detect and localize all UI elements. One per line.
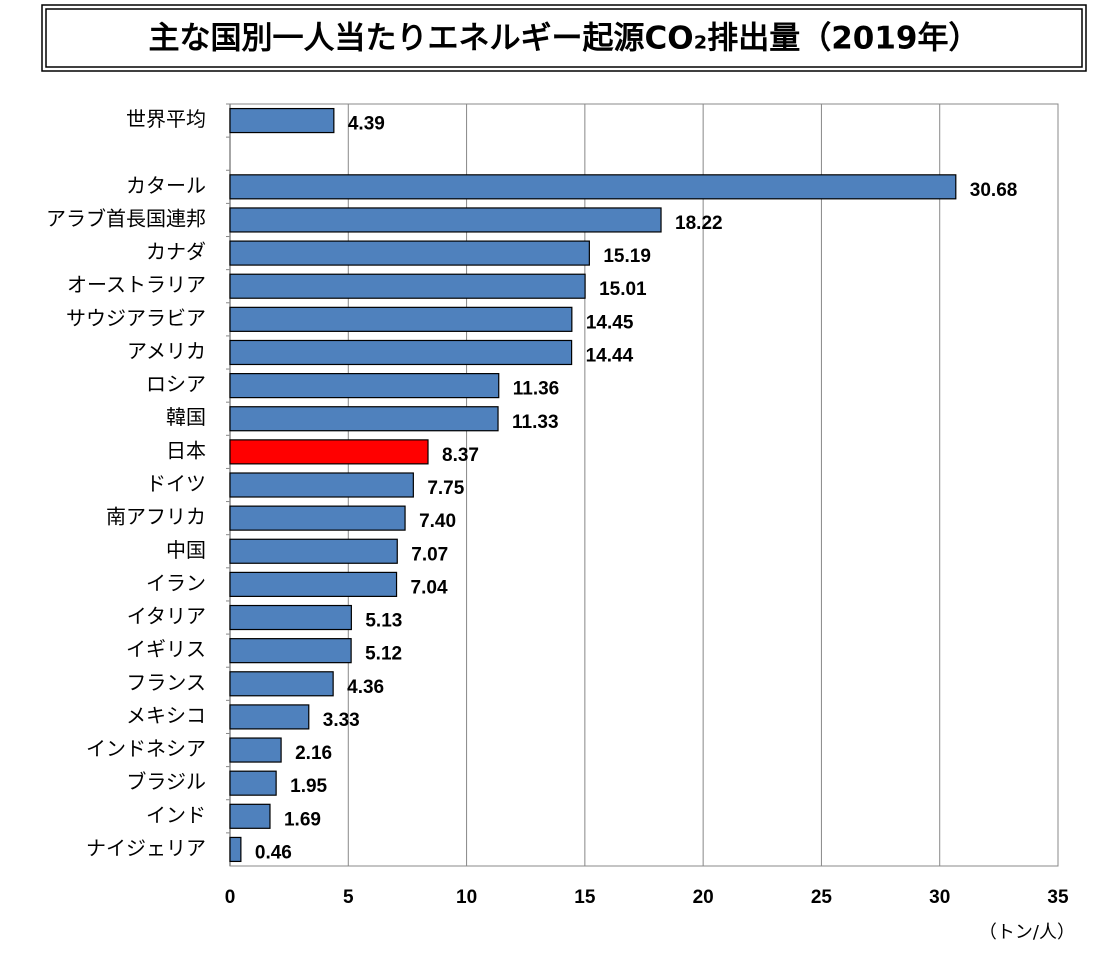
- y-tick-label: ブラジル: [126, 770, 206, 794]
- value-label: 2.16: [295, 743, 332, 764]
- value-label: 15.01: [599, 279, 647, 300]
- y-tick-label: ロシア: [146, 372, 206, 396]
- bar: [229, 505, 406, 531]
- x-tick-label: 35: [1047, 887, 1069, 908]
- y-tick-label: 韓国: [166, 405, 206, 429]
- bar: [229, 273, 586, 299]
- bar: [229, 770, 277, 796]
- value-label: 1.69: [284, 809, 321, 830]
- bar: [229, 836, 242, 863]
- x-tick-label: 10: [456, 887, 477, 908]
- x-tick-label: 20: [693, 887, 714, 908]
- bar: [229, 406, 499, 432]
- bar: [229, 306, 573, 332]
- bar: [229, 240, 590, 266]
- value-label: 14.45: [586, 312, 634, 333]
- value-label: 7.04: [411, 577, 448, 598]
- bar: [229, 671, 334, 697]
- y-tick-label: イギリス: [126, 637, 206, 661]
- value-label: 4.39: [348, 114, 385, 135]
- x-axis-label: （トン/人）: [979, 922, 1075, 943]
- bar: [229, 638, 352, 664]
- value-label: 0.46: [255, 842, 292, 863]
- bar: [229, 571, 398, 597]
- bar: [229, 604, 352, 631]
- bar: [229, 373, 500, 399]
- bar: [229, 538, 398, 564]
- bar: [229, 704, 310, 730]
- y-tick-label: 中国: [166, 538, 206, 562]
- value-label: 5.13: [365, 611, 402, 632]
- x-tick-label: 25: [811, 887, 833, 908]
- x-tick-label: 5: [343, 887, 354, 908]
- bar: [229, 207, 662, 233]
- x-tick-label: 0: [225, 887, 236, 908]
- bar: [229, 803, 271, 829]
- y-tick-label: ドイツ: [146, 472, 206, 496]
- value-label: 7.40: [419, 511, 456, 532]
- bar: [229, 174, 957, 200]
- y-tick-label: オーストラリア: [67, 273, 206, 297]
- x-tick-label: 15: [574, 887, 596, 908]
- y-tick-label: 南アフリカ: [106, 505, 206, 529]
- value-label: 18.22: [675, 213, 723, 234]
- value-label: 7.07: [411, 544, 448, 565]
- value-label: 11.36: [513, 379, 560, 400]
- y-tick-label: メキシコ: [126, 703, 206, 727]
- bar: [229, 107, 335, 134]
- y-tick-label: インドネシア: [86, 737, 206, 761]
- value-label: 14.44: [586, 345, 634, 366]
- value-label: 5.12: [365, 644, 402, 665]
- y-tick-label: ナイジェリア: [86, 836, 206, 860]
- y-tick-label: カナダ: [146, 240, 206, 264]
- value-label: 8.37: [442, 445, 479, 466]
- y-tick-label: アメリカ: [127, 339, 206, 363]
- bar: [229, 472, 414, 498]
- x-tick-label: 30: [929, 887, 950, 908]
- value-label: 1.95: [290, 776, 327, 797]
- value-label: 4.36: [347, 677, 384, 698]
- value-label: 11.33: [512, 412, 559, 433]
- y-tick-label: フランス: [126, 670, 206, 694]
- y-tick-label: 世界平均: [126, 107, 206, 131]
- chart-title: 主な国別一人当たりエネルギー起源CO₂排出量（2019年）: [149, 21, 980, 57]
- y-tick-label: インド: [146, 803, 206, 827]
- bar: [229, 439, 429, 465]
- y-tick-label: 日本: [166, 438, 206, 462]
- y-tick-label: イタリア: [127, 604, 206, 628]
- bar: [229, 339, 573, 366]
- value-label: 15.19: [603, 246, 651, 267]
- title-frame-inner: [45, 8, 1083, 68]
- title-frame: [41, 4, 1087, 72]
- bar: [229, 737, 282, 763]
- value-label: 30.68: [970, 180, 1018, 201]
- y-tick-label: サウジアラビア: [66, 306, 206, 330]
- y-tick-label: アラブ首長国連邦: [46, 206, 206, 230]
- value-label: 3.33: [323, 710, 360, 731]
- value-label: 7.75: [427, 478, 464, 499]
- y-tick-label: カタール: [126, 173, 206, 197]
- y-tick-label: イラン: [146, 571, 206, 595]
